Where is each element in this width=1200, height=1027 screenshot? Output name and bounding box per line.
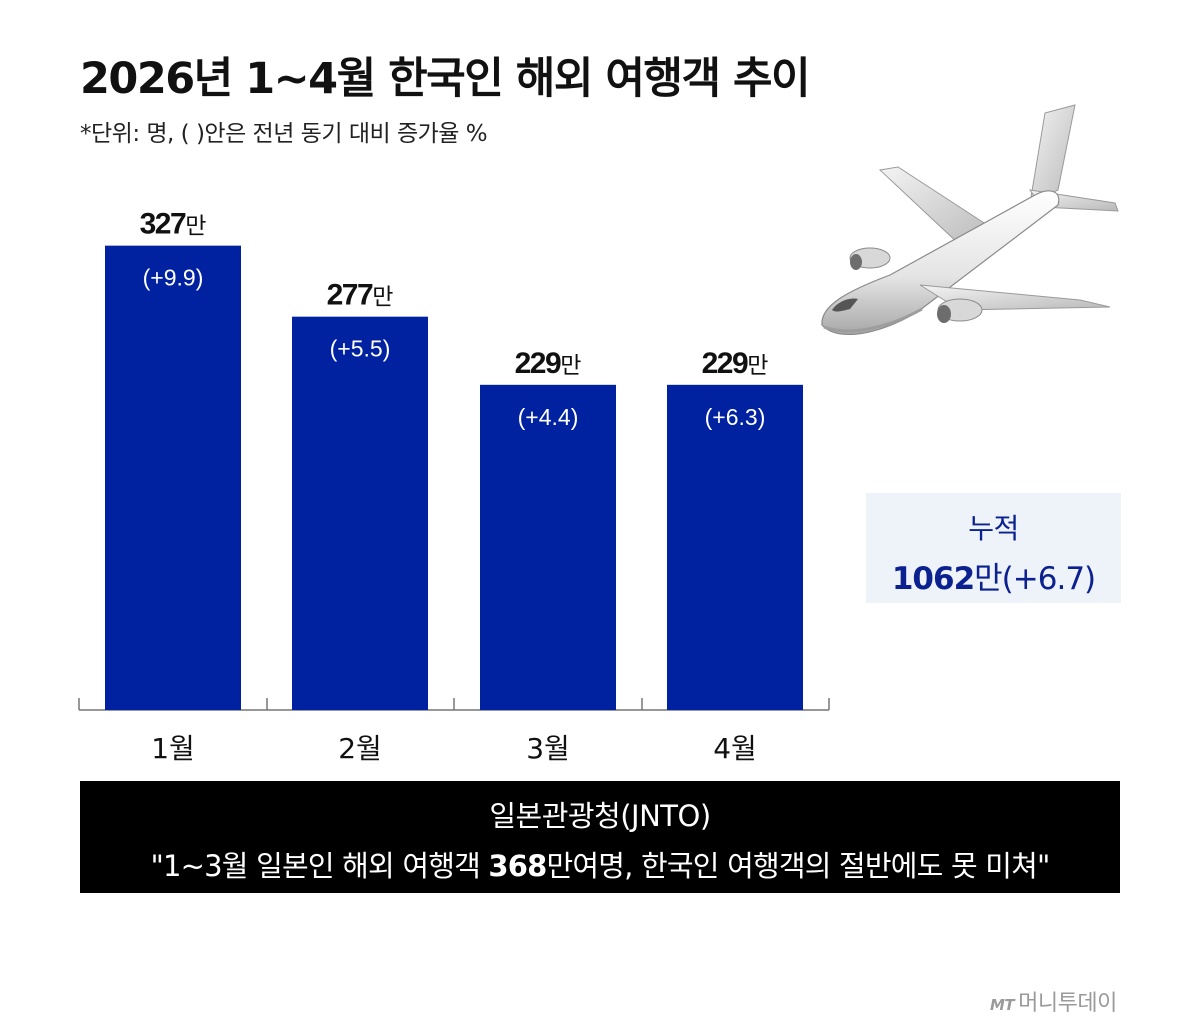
cumulative-rate: (+6.7) — [1001, 561, 1096, 597]
cumulative-number: 1062 — [891, 561, 975, 597]
unit-note: *단위: 명, ( )안은 전년 동기 대비 증가율 % — [80, 121, 488, 147]
bar-growth-label: (+4.4) — [518, 404, 579, 430]
publisher-logo: MT 머니투데이 — [990, 985, 1117, 1017]
bar-value-label: 327만 — [140, 208, 207, 241]
bar-value-label: 277만 — [327, 279, 394, 312]
bar-value-label: 229만 — [515, 347, 582, 380]
source-quote: "1~3월 일본인 해외 여행객 368만여명, 한국인 여행객의 절반에도 못… — [80, 843, 1120, 885]
bar-value-label: 229만 — [702, 347, 769, 380]
bar-growth-label: (+9.9) — [143, 265, 204, 291]
source-name: 일본관광청(JNTO) — [489, 799, 711, 833]
bar-chart: 327만 (+9.9) 1월 277만 (+5.5) 2월 229만 (+4.4) 3월 229만… — [78, 208, 830, 765]
logo-mark: MT — [990, 996, 1015, 1014]
cumulative-label: 누적 — [968, 512, 1019, 545]
category-label: 1월 — [151, 732, 195, 765]
bar — [667, 384, 803, 710]
bar — [105, 245, 241, 710]
cumulative-unit: 만 — [974, 561, 1003, 597]
cumulative-summary: 누적 1062만(+6.7) — [866, 493, 1121, 603]
quote-before: "1~3월 일본인 해외 여행객 — [150, 849, 489, 883]
airplane-icon — [821, 104, 1119, 335]
bar — [292, 316, 428, 710]
quote-bold-number: 368 — [488, 849, 547, 883]
bar-growth-label: (+5.5) — [330, 336, 391, 362]
cumulative-value: 1062만(+6.7) — [866, 553, 1121, 598]
page-title: 2026년 1~4월 한국인 해외 여행객 추이 — [80, 54, 811, 104]
quote-after: 만여명, 한국인 여행객의 절반에도 못 미쳐" — [546, 849, 1051, 883]
source-note-box: 일본관광청(JNTO) "1~3월 일본인 해외 여행객 368만여명, 한국인… — [80, 781, 1120, 893]
logo-name: 머니투데이 — [1018, 991, 1117, 1016]
bar — [480, 384, 616, 710]
category-label: 3월 — [526, 732, 570, 765]
bar-growth-label: (+6.3) — [705, 404, 766, 430]
category-label: 2월 — [338, 732, 382, 765]
category-label: 4월 — [713, 732, 757, 765]
